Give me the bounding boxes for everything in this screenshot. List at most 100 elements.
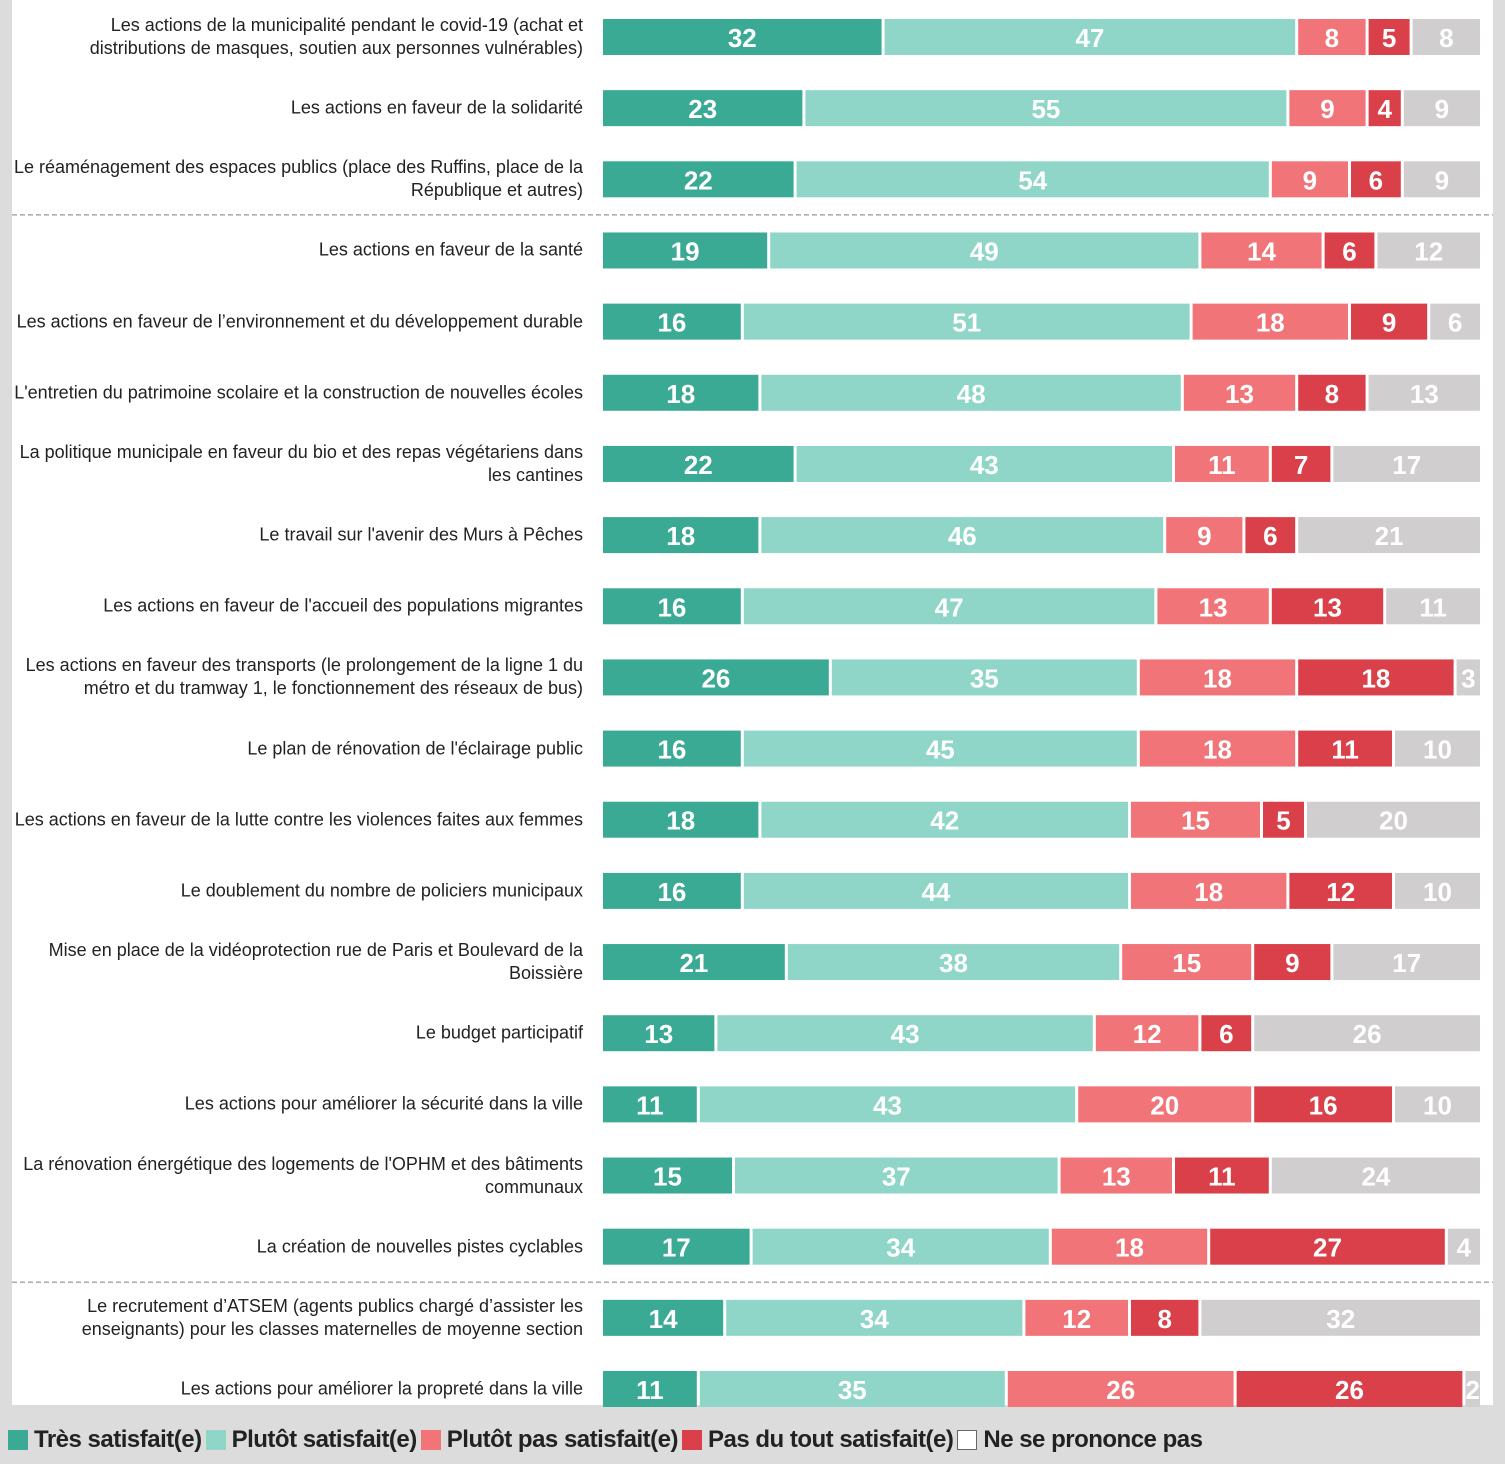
bar-segment [603,303,741,340]
value-label: 27 [1313,1233,1342,1263]
bar-segment [603,19,882,55]
value-label: 15 [653,1162,682,1192]
bar-segment [603,944,785,981]
bar-segment [1324,232,1375,269]
bar-segment [1395,872,1480,909]
value-label: 13 [1225,379,1254,409]
bar-segment [761,374,1181,411]
bar-segment [1192,303,1348,340]
legend-item: Ne se prononce pas [957,1426,1203,1454]
value-label: 26 [1335,1375,1364,1405]
value-label: 15 [1181,806,1210,836]
bar-segment [1263,801,1304,838]
value-label: 13 [1410,379,1439,409]
value-label: 11 [1419,592,1447,622]
bar-segment [1377,232,1480,269]
value-label: 16 [1309,1090,1338,1120]
value-label: 2 [1465,1375,1479,1405]
bar-segment [1060,1157,1172,1194]
value-label: 18 [1203,735,1232,765]
value-label: 35 [838,1375,867,1405]
bar-segment [1254,1086,1392,1123]
value-label: 26 [1353,1019,1382,1049]
value-label: 12 [1062,1304,1091,1334]
category-label: Le travail sur l'avenir des Murs à Pêche… [259,524,583,545]
value-label: 18 [1361,663,1390,693]
bar-segment [1298,19,1366,55]
value-label: 12 [1414,236,1443,266]
value-label: 35 [970,663,999,693]
category-label: La création de nouvelles pistes cyclable… [256,1236,583,1257]
bar-segment [1271,161,1348,198]
value-label: 4 [1457,1233,1472,1263]
legend-item: Plutôt pas satisfait(e) [420,1426,678,1454]
bar-segment [699,1371,1005,1407]
value-label: 49 [970,236,999,266]
bar-segment [1456,659,1480,696]
bar-segment [752,1228,1049,1265]
value-label: 38 [939,948,968,978]
bar-segment [726,1299,1023,1336]
bar-segment [1236,1371,1463,1407]
bar-segment [1368,19,1410,55]
bar-segment [603,1086,697,1123]
value-label: 9 [1435,94,1449,124]
value-label: 6 [1369,165,1383,195]
legend-swatch [957,1430,978,1450]
bar-segment [743,303,1190,340]
value-label: 16 [657,592,686,622]
legend-label: Ne se prononce pas [983,1426,1203,1453]
bar-segment [1025,1299,1128,1336]
value-label: 43 [891,1019,920,1049]
category-label: L'entretien du patrimoine scolaire et la… [14,382,583,403]
bar-segment [1131,801,1260,838]
bar-segment [1333,944,1480,981]
value-label: 21 [1375,521,1404,551]
value-label: 45 [926,735,955,765]
bar-segment [1351,161,1401,198]
value-label: 17 [662,1233,691,1263]
value-label: 22 [684,450,713,480]
value-label: 4 [1377,94,1392,124]
legend-label: Très satisfait(e) [34,1426,202,1453]
category-label: Le doublement du nombre de policiers mun… [180,880,583,901]
value-label: 14 [1247,236,1276,266]
value-label: 8 [1325,379,1339,409]
value-label: 5 [1276,806,1290,836]
bar-segment [603,588,741,625]
value-label: 48 [957,379,986,409]
value-label: 10 [1423,1090,1452,1120]
bar-segment [603,232,768,269]
bar-segment [1201,232,1322,269]
category-label: La rénovation énergétique des logements … [23,1153,583,1197]
value-label: 13 [1199,592,1228,622]
value-label: 46 [948,521,977,551]
value-label: 18 [1256,308,1285,338]
bar-segment [603,1371,697,1407]
legend-item: Pas du tout satisfait(e) [681,1426,954,1454]
value-label: 10 [1423,735,1452,765]
value-label: 6 [1342,236,1356,266]
bar-segment [1403,90,1480,127]
value-label: 14 [649,1304,678,1334]
bar-segment [603,374,759,411]
bar-segment [1465,1371,1480,1407]
bar-segment [1051,1228,1208,1265]
value-label: 18 [666,521,695,551]
bar-segment [787,944,1120,981]
bar-segment [699,1086,1076,1123]
bar-segment [1254,944,1331,981]
legend-swatch [420,1430,441,1450]
bar-segment [1183,374,1296,411]
category-label: Les actions en faveur de la santé [318,239,583,260]
bar-segment [1271,445,1331,482]
category-label: Les actions en faveur des transports (le… [25,655,583,699]
value-label: 6 [1219,1019,1233,1049]
category-label: Le recrutement d’ATSEM (agents publics c… [81,1295,583,1339]
category-label: Les actions en faveur de la solidarité [290,97,583,118]
bar-segment [1368,90,1401,127]
value-label: 19 [671,236,700,266]
bar-segment [1403,161,1480,198]
